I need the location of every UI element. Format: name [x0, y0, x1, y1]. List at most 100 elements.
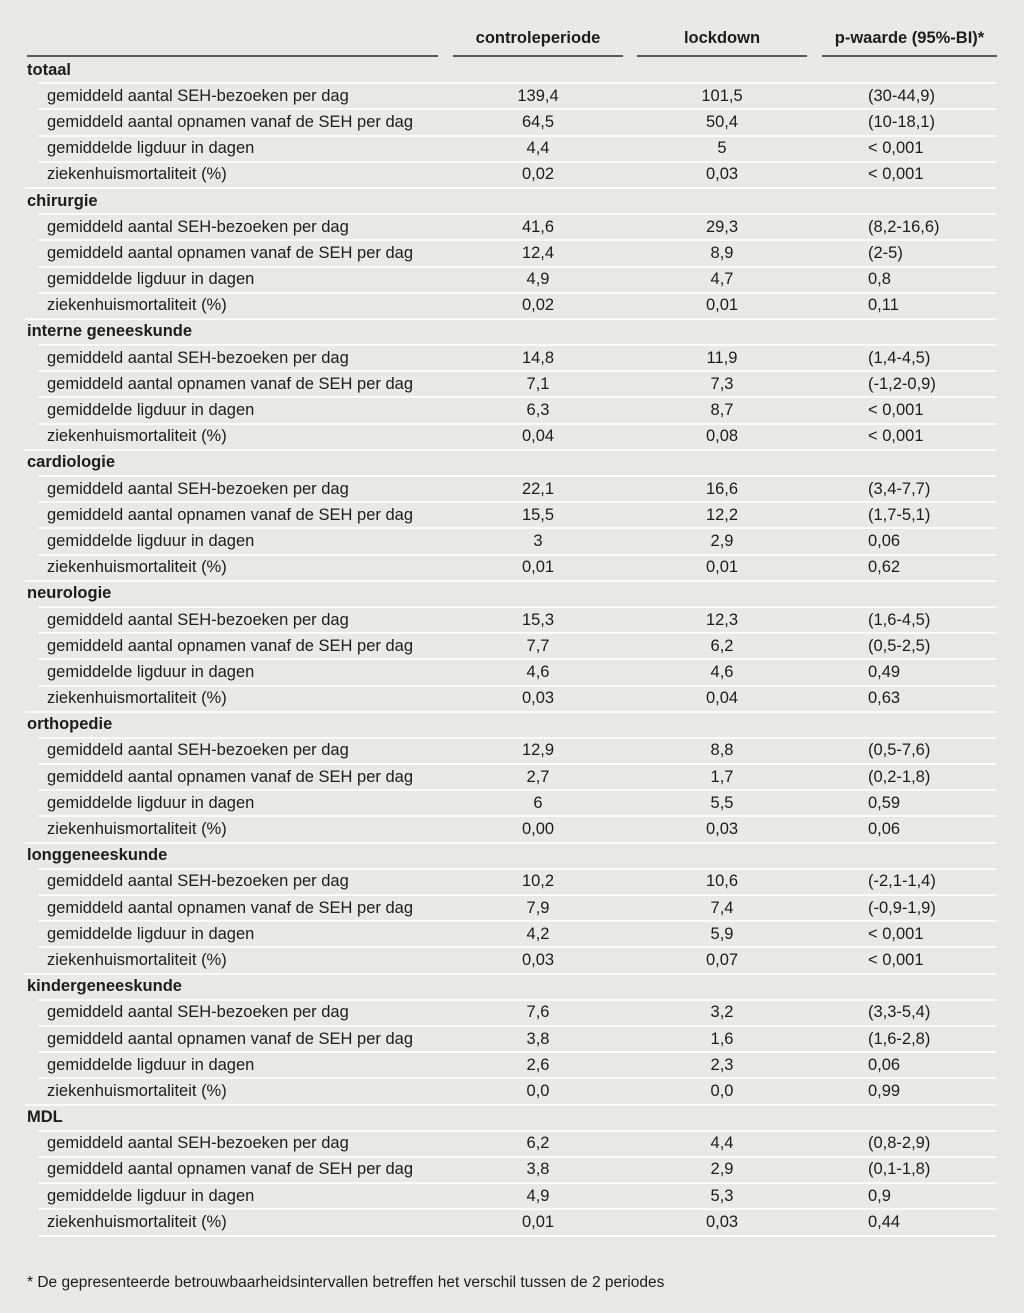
table-row: gemiddeld aantal opnamen vanaf de SEH pe…	[0, 1155, 1024, 1183]
table-row: gemiddeld aantal SEH-bezoeken per dag 7,6…	[0, 998, 1024, 1026]
cell-p-waarde: 0,99	[868, 1081, 901, 1100]
table-row: gemiddeld aantal opnamen vanaf de SEH pe…	[0, 763, 1024, 790]
table-row: gemiddeld aantal SEH-bezoeken per dag 41,…	[0, 213, 1024, 240]
cell-lockdown: 0,01	[705, 296, 739, 315]
cell-lockdown: 0,08	[705, 427, 739, 446]
cell-controleperiode: 0,03	[521, 950, 555, 969]
cell-lockdown: 12,3	[705, 610, 739, 629]
cell-controleperiode: 15,3	[521, 610, 555, 629]
section-title: orthopedie	[27, 715, 113, 734]
table-row: gemiddeld aantal SEH-bezoeken per dag 22,…	[0, 474, 1024, 502]
cell-controleperiode: 3,8	[526, 1029, 550, 1048]
table-row: gemiddelde ligduur in dagen 4,9 4,7 0,8	[0, 265, 1024, 293]
cell-lockdown: 1,6	[710, 1029, 734, 1048]
row-label: gemiddelde ligduur in dagen	[47, 924, 255, 943]
cell-controleperiode: 15,5	[521, 505, 555, 524]
row-label: gemiddeld aantal SEH-bezoeken per dag	[47, 86, 349, 105]
table-row: ziekenhuismortaliteit (%) 0,0 0,0 0,99	[0, 1077, 1024, 1104]
row-label: gemiddeld aantal SEH-bezoeken per dag	[47, 348, 349, 367]
cell-lockdown: 5,9	[710, 924, 734, 943]
row-label: gemiddelde ligduur in dagen	[47, 1186, 255, 1205]
cell-controleperiode: 12,9	[521, 741, 555, 760]
cell-p-waarde: < 0,001	[868, 427, 924, 446]
cell-controleperiode: 6,3	[526, 401, 550, 420]
cell-lockdown: 11,9	[706, 348, 738, 367]
cell-controleperiode: 6	[533, 793, 543, 812]
table-row: gemiddeld aantal SEH-bezoeken per dag 12,…	[0, 736, 1024, 764]
cell-p-waarde: 0,8	[868, 270, 891, 289]
table-body: totaal gemiddeld aantal SEH-bezoeken per …	[0, 57, 1024, 1235]
cell-p-waarde: (0,5-7,6)	[868, 741, 931, 760]
cell-p-waarde: (0,1-1,8)	[868, 1160, 931, 1179]
row-label: gemiddeld aantal opnamen vanaf de SEH pe…	[47, 243, 414, 262]
cell-p-waarde: (1,6-2,8)	[868, 1029, 931, 1048]
table-row: gemiddeld aantal opnamen vanaf de SEH pe…	[0, 632, 1024, 659]
cell-lockdown: 8,7	[710, 401, 734, 420]
row-label: gemiddeld aantal opnamen vanaf de SEH pe…	[47, 112, 414, 131]
cell-p-waarde: (-0,9-1,9)	[868, 898, 936, 917]
cell-controleperiode: 6,2	[526, 1134, 550, 1153]
cell-controleperiode: 4,2	[526, 924, 550, 943]
row-label: gemiddeld aantal opnamen vanaf de SEH pe…	[47, 1029, 414, 1048]
cell-controleperiode: 0,04	[521, 427, 555, 446]
table-bottom-rule	[38, 1235, 997, 1238]
row-label: gemiddeld aantal SEH-bezoeken per dag	[47, 217, 349, 236]
table-row: ziekenhuismortaliteit (%) 0,00 0,03 0,06	[0, 815, 1024, 842]
table-row: ziekenhuismortaliteit (%) 0,01 0,01 0,62	[0, 553, 1024, 581]
column-header-controleperiode: controleperiode	[453, 29, 623, 57]
table-header-row: controleperiode lockdown p-waarde (95%-B…	[0, 0, 1024, 57]
row-label: gemiddelde ligduur in dagen	[47, 270, 255, 289]
cell-controleperiode: 2,7	[526, 767, 550, 786]
cell-controleperiode: 0,01	[521, 558, 555, 577]
column-header-lockdown: lockdown	[637, 29, 807, 57]
table-row: gemiddelde ligduur in dagen 6 5,5 0,59	[0, 789, 1024, 816]
section-title: totaal	[27, 60, 72, 79]
section-title: chirurgie	[27, 191, 98, 210]
row-label: gemiddelde ligduur in dagen	[47, 531, 255, 550]
cell-controleperiode: 4,6	[526, 662, 550, 681]
section-header-row: neurologie	[0, 579, 1024, 607]
table-row: gemiddeld aantal opnamen vanaf de SEH pe…	[0, 1024, 1024, 1052]
section-header-row: interne geneeskunde	[0, 317, 1024, 345]
cell-p-waarde: (1,4-4,5)	[868, 348, 931, 367]
table-row: ziekenhuismortaliteit (%) 0,04 0,08 < 0,001	[0, 422, 1024, 450]
section-header-row: chirurgie	[0, 186, 1024, 214]
cell-p-waarde: 0,62	[868, 558, 901, 577]
section-title: longgeneeskunde	[27, 846, 168, 865]
cell-lockdown: 101,5	[701, 86, 743, 105]
cell-controleperiode: 0,0	[526, 1081, 550, 1100]
cell-controleperiode: 14,8	[521, 348, 555, 367]
row-label: ziekenhuismortaliteit (%)	[47, 689, 227, 708]
cell-lockdown: 10,6	[705, 872, 739, 891]
row-label: gemiddeld aantal SEH-bezoeken per dag	[47, 479, 349, 498]
row-label: ziekenhuismortaliteit (%)	[47, 165, 227, 184]
cell-p-waarde: < 0,001	[868, 924, 924, 943]
row-label: ziekenhuismortaliteit (%)	[47, 296, 227, 315]
cell-p-waarde: (0,2-1,8)	[868, 767, 931, 786]
row-label: gemiddelde ligduur in dagen	[47, 1055, 255, 1074]
cell-lockdown: 0,01	[705, 558, 739, 577]
cell-controleperiode: 3,8	[526, 1160, 550, 1179]
cell-p-waarde: (1,6-4,5)	[868, 610, 931, 629]
cell-controleperiode: 0,02	[521, 165, 555, 184]
cell-p-waarde: (30-44,9)	[868, 86, 935, 105]
section-header-row: MDL	[0, 1103, 1024, 1131]
section-title: MDL	[27, 1108, 63, 1127]
row-label: gemiddeld aantal opnamen vanaf de SEH pe…	[47, 1160, 414, 1179]
cell-lockdown: 16,6	[705, 479, 739, 498]
table-row: gemiddeld aantal SEH-bezoeken per dag 6,2…	[0, 1129, 1024, 1157]
cell-controleperiode: 41,6	[521, 217, 555, 236]
cell-controleperiode: 2,6	[526, 1055, 550, 1074]
table-row: ziekenhuismortaliteit (%) 0,02 0,03 < 0,001	[0, 160, 1024, 188]
cell-lockdown: 4,6	[710, 662, 734, 681]
row-label: ziekenhuismortaliteit (%)	[47, 427, 227, 446]
cell-p-waarde: < 0,001	[868, 401, 924, 420]
cell-controleperiode: 4,4	[526, 139, 550, 158]
row-label: ziekenhuismortaliteit (%)	[47, 950, 227, 969]
cell-lockdown: 0,03	[705, 1212, 739, 1231]
row-label: ziekenhuismortaliteit (%)	[47, 1212, 227, 1231]
row-label: gemiddeld aantal SEH-bezoeken per dag	[47, 1003, 349, 1022]
cell-p-waarde: < 0,001	[868, 950, 924, 969]
cell-lockdown: 0,07	[705, 950, 739, 969]
cell-controleperiode: 7,6	[526, 1003, 550, 1022]
